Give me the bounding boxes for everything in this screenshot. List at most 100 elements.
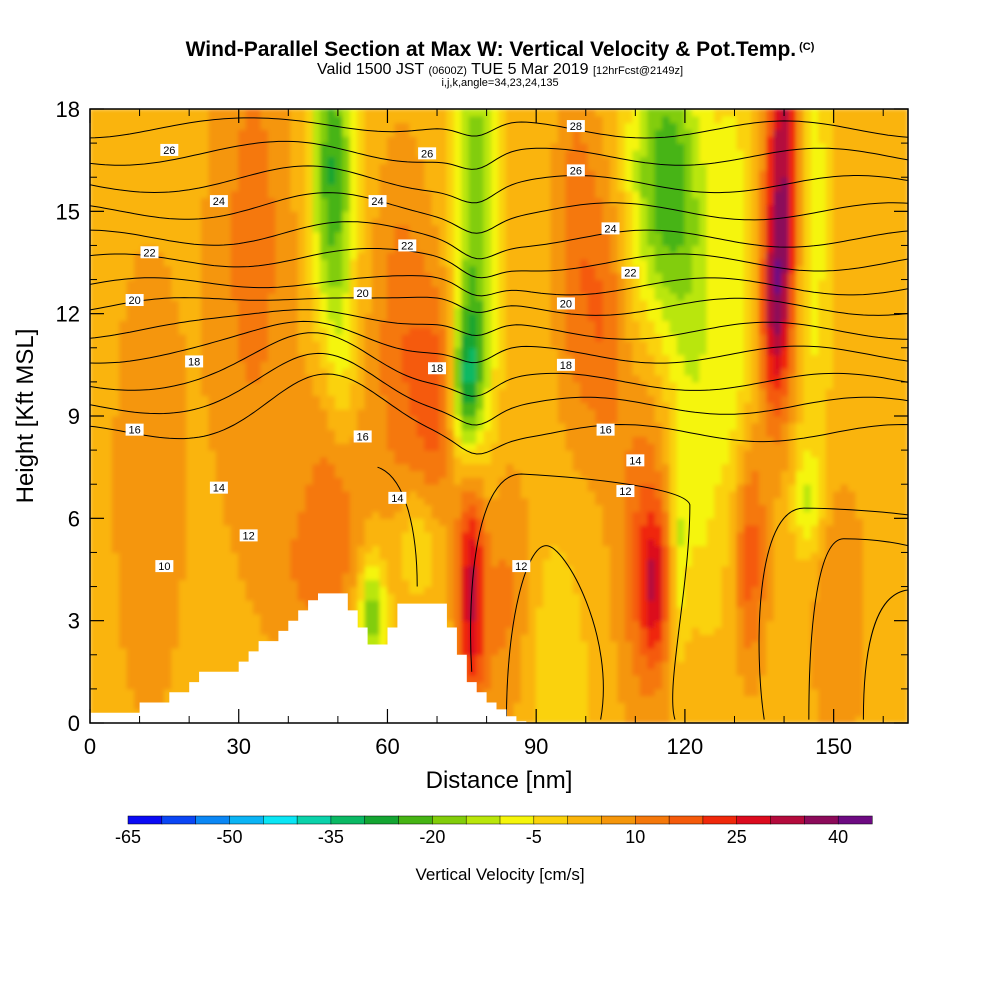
heat-cell <box>751 695 760 723</box>
heat-cell <box>334 442 344 478</box>
heat-cell <box>163 109 173 267</box>
heat-cell <box>357 572 366 601</box>
heat-cell <box>409 135 418 240</box>
heat-cell <box>550 142 559 349</box>
heat-cell <box>453 347 463 390</box>
heat-cell <box>468 476 478 492</box>
theta-contour <box>90 192 908 234</box>
x-tick-label: 120 <box>667 734 704 759</box>
heat-cell <box>877 109 887 723</box>
contour-label: 24 <box>213 196 225 208</box>
heat-cell <box>327 285 336 321</box>
heat-cell <box>572 109 582 130</box>
heat-cell <box>312 340 322 397</box>
heat-cell <box>491 654 500 723</box>
heat-cell <box>461 109 470 260</box>
heat-cell <box>624 340 634 451</box>
heat-cell <box>409 517 418 594</box>
heat-cell <box>156 251 165 717</box>
heat-cell <box>468 415 478 431</box>
heat-cell <box>639 654 649 697</box>
heat-cell <box>781 367 790 397</box>
heat-cell <box>513 109 522 472</box>
heat-cell <box>654 299 664 335</box>
colorbar-tick-label: -20 <box>419 827 445 847</box>
contour-label: 16 <box>599 425 611 437</box>
heat-cell <box>580 258 589 294</box>
heat-cell <box>795 422 805 472</box>
contour-label-box <box>428 362 447 375</box>
heat-cell <box>327 156 336 185</box>
heat-cell <box>602 545 612 723</box>
heat-cell <box>208 109 217 451</box>
colorbar-swatch <box>668 815 704 825</box>
heat-cell <box>669 292 678 335</box>
heat-cell <box>669 333 678 383</box>
heat-cells <box>90 109 908 723</box>
heat-cell <box>795 558 805 723</box>
contour-label: 10 <box>158 561 170 573</box>
colorbar-swatch <box>702 815 738 825</box>
heat-cell <box>676 606 686 663</box>
heat-cell <box>327 360 336 397</box>
vertical-velocity-field <box>90 109 908 723</box>
heat-cell <box>468 449 478 465</box>
heat-cell <box>825 524 835 723</box>
heat-cell <box>349 381 359 437</box>
heat-cell <box>245 381 255 601</box>
heat-cell <box>691 109 701 117</box>
heat-cell <box>498 476 507 560</box>
heat-cell <box>349 258 359 383</box>
heat-cell <box>743 449 753 485</box>
heat-cell <box>580 292 589 403</box>
heat-cell <box>439 109 448 267</box>
heat-cell <box>632 149 641 192</box>
heat-cell <box>401 333 411 383</box>
heat-cell <box>320 367 329 410</box>
heat-cell <box>632 319 641 376</box>
heat-cell <box>743 695 753 723</box>
heat-cell <box>773 190 783 260</box>
heat-cell <box>453 109 463 308</box>
heat-cell <box>461 381 470 403</box>
chart-title-text: Wind-Parallel Section at Max W: Vertical… <box>185 38 797 61</box>
heat-cell <box>595 422 604 506</box>
heat-cell <box>476 115 485 301</box>
heat-cell <box>662 285 671 321</box>
heat-cell <box>386 109 396 137</box>
heat-cell <box>253 381 262 615</box>
heat-cell <box>751 422 760 472</box>
heat-cell <box>171 299 180 649</box>
heat-cell <box>290 538 299 581</box>
heat-cell <box>171 109 180 301</box>
chart-title: Wind-Parallel Section at Max W: Vertical… <box>0 38 1000 62</box>
heat-cell <box>349 435 359 588</box>
heat-cell <box>773 128 783 192</box>
heat-cell <box>773 388 783 417</box>
heat-cell <box>781 319 790 349</box>
heat-cell <box>126 279 136 690</box>
heat-cell <box>654 470 664 499</box>
heat-cell <box>476 299 485 383</box>
colorbar-swatch <box>330 815 366 825</box>
theta-contour <box>90 309 908 340</box>
heat-cell <box>446 429 455 622</box>
heat-cell <box>223 524 232 723</box>
heat-cell <box>431 483 441 519</box>
heat-cell <box>654 545 664 622</box>
heat-cell <box>840 109 850 485</box>
heat-cell <box>743 109 753 403</box>
heat-cell <box>498 388 507 478</box>
heat-cell <box>349 109 359 260</box>
heat-cell <box>654 422 664 472</box>
contour-label: 12 <box>515 561 527 573</box>
heat-cell <box>602 429 612 547</box>
heat-cell <box>669 251 678 294</box>
heat-cell <box>461 490 470 513</box>
heat-cell <box>238 579 247 723</box>
heat-cell <box>595 279 604 342</box>
heat-cell <box>595 115 604 199</box>
heat-cell <box>587 169 597 267</box>
heat-cell <box>639 695 649 723</box>
heat-cell <box>766 381 775 403</box>
